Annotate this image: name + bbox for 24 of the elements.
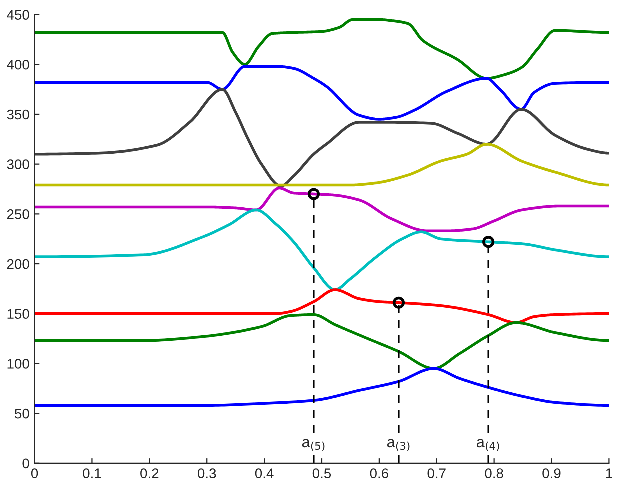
x-tick-label: 0.4	[255, 468, 274, 478]
x-tick-label: 1	[606, 468, 612, 478]
x-tick-label: 0.1	[83, 468, 102, 478]
y-tick-label: 450	[7, 10, 30, 20]
y-tick-label: 250	[7, 210, 30, 220]
y-tick-label: 150	[8, 309, 30, 320]
y-tick-label: 300	[7, 160, 30, 170]
y-tick-label: 400	[7, 60, 30, 70]
y-tick-label: 0	[22, 458, 30, 469]
x-tick-label: 0.6	[370, 468, 388, 478]
annotation: a$_{(5)}$	[302, 439, 325, 452]
x-tick-label: 0.7	[428, 468, 446, 478]
y-tick-label: 200	[7, 259, 30, 270]
annotation: a$_{(3)}$	[387, 439, 410, 452]
x-tick-label: 0.2	[140, 468, 159, 478]
y-tick-label: 100	[8, 359, 30, 369]
x-tick-label: 0.8	[485, 468, 504, 478]
y-tick-label: 50	[15, 408, 30, 419]
annotation: a$_{(4)}$	[477, 439, 500, 452]
y-tick-label: 350	[7, 110, 30, 120]
x-tick-label: 0.9	[542, 468, 561, 478]
x-tick-label: 0	[31, 468, 38, 478]
x-tick-label: 0.5	[312, 468, 332, 478]
x-tick-label: 0.3	[198, 468, 216, 478]
